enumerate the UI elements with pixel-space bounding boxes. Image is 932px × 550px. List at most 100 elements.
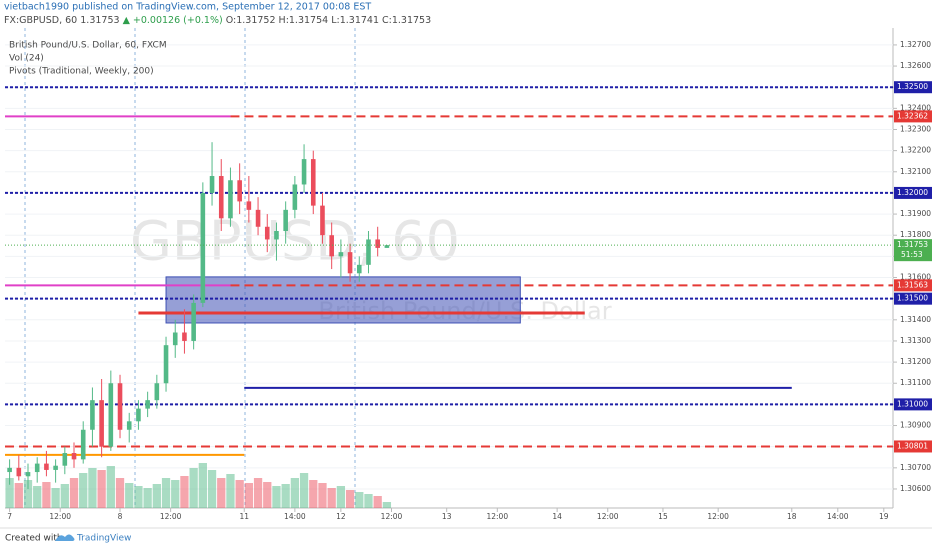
candle-body <box>237 180 242 202</box>
volume-bar <box>327 488 336 508</box>
price-tag-label: 1.32362 <box>897 111 928 120</box>
price-axis <box>893 28 932 508</box>
watermark: GBPUSD, 60 <box>130 210 460 273</box>
y-tick-label: 1.31600 <box>900 273 931 282</box>
candle-body <box>136 408 141 422</box>
candle-body <box>108 383 114 447</box>
plot <box>5 44 893 508</box>
price-tag <box>894 186 932 199</box>
candle-body <box>182 332 187 341</box>
candle-body <box>347 252 353 274</box>
volume-bar <box>281 484 290 508</box>
price-tag-label: 1.31753 <box>897 240 928 249</box>
candle-body <box>255 209 261 227</box>
volume-bar <box>152 484 161 508</box>
x-tick-label: 14:00 <box>827 512 849 521</box>
candle-body <box>80 429 86 460</box>
candle-body <box>172 332 178 346</box>
volume-bar <box>60 484 69 508</box>
price-tag-label: 1.32000 <box>897 188 928 197</box>
x-tick-label: 12:00 <box>486 512 508 521</box>
volume-bar <box>299 473 309 508</box>
volume-bar <box>161 478 171 508</box>
price-tag-label: 1.32500 <box>897 82 928 91</box>
overlay: 1.306001.307001.308001.309001.310001.311… <box>7 40 932 521</box>
volume-bar <box>189 468 198 508</box>
volume-bar <box>336 486 346 508</box>
volume-bar <box>373 496 382 508</box>
volume-bar <box>23 480 33 508</box>
price-tag <box>894 279 932 292</box>
volume-bar <box>33 486 42 508</box>
x-tick-label: 19 <box>879 512 889 521</box>
candle-body <box>25 472 31 477</box>
candle-body <box>209 176 215 193</box>
volume-bar <box>226 474 235 508</box>
candle-body <box>320 205 325 236</box>
candle-body <box>292 184 298 210</box>
candle-body <box>310 159 316 206</box>
y-tick-label: 1.32300 <box>900 124 931 133</box>
price-tag-label: 1.30801 <box>897 441 928 450</box>
volume-bar <box>207 470 217 508</box>
price-tag <box>894 239 932 262</box>
candle-body <box>246 201 252 210</box>
price-tag <box>894 110 932 123</box>
y-tick-label: 1.32700 <box>900 40 931 49</box>
volume-bar <box>290 478 300 508</box>
price-tag-label: 1.31563 <box>897 280 928 289</box>
candle-body <box>283 209 288 231</box>
x-tick-label: 8 <box>118 512 123 521</box>
last: 1.31753 <box>80 15 119 26</box>
volume-bar <box>79 473 88 508</box>
volume-bar <box>198 463 207 508</box>
volume-bar <box>364 494 373 508</box>
candle-body <box>301 159 307 185</box>
candle-body <box>191 302 196 341</box>
x-tick-label: 12:00 <box>597 512 619 521</box>
y-tick-label: 1.30900 <box>900 421 931 430</box>
candle-body <box>163 345 169 384</box>
volume-bar <box>217 478 226 508</box>
volume-bar <box>97 470 106 508</box>
price-tag-label: 1.31000 <box>897 399 928 408</box>
price-tag <box>894 292 932 305</box>
candle-body <box>34 463 40 473</box>
y-tick-label: 1.30700 <box>900 463 931 472</box>
x-tick-label: 14:00 <box>284 512 306 521</box>
x-tick-label: 18 <box>787 512 797 521</box>
header-bg <box>0 0 932 26</box>
candle-body <box>126 421 132 430</box>
volume-bar <box>143 488 152 508</box>
y-tick-label: 1.30600 <box>900 484 931 493</box>
x-tick-label: 12:00 <box>49 512 71 521</box>
x-tick-label: 15 <box>658 512 668 521</box>
x-tick-label: 13 <box>442 512 452 521</box>
y-tick-label: 1.31900 <box>900 209 931 218</box>
candle-body <box>366 239 371 265</box>
volume-bar <box>5 478 14 508</box>
volume-bar <box>382 502 392 508</box>
low: L:1.31741 <box>331 15 379 26</box>
y-tick-label: 1.31100 <box>900 378 931 387</box>
candle-body <box>264 226 270 240</box>
x-tick-label: 11 <box>239 512 249 521</box>
candle-body <box>99 400 104 447</box>
y-tick-label: 1.31200 <box>900 357 931 366</box>
volume-bar <box>115 478 125 508</box>
published: vietbach1990 published on TradingView.co… <box>4 2 371 13</box>
candle-body <box>274 230 279 240</box>
y-tick-label: 1.31300 <box>900 336 931 345</box>
candle-body <box>200 192 206 303</box>
x-tick-label: 12 <box>336 512 346 521</box>
candle-body <box>329 235 334 257</box>
footer-created: Created with <box>5 534 63 544</box>
volume-bar <box>355 492 364 508</box>
y-tick-label: 1.32100 <box>900 167 931 176</box>
volume-bar <box>235 480 244 508</box>
volume-bar <box>42 482 51 508</box>
open: O:1.31752 <box>226 15 276 26</box>
change: ▲ +0.00126 (+0.1%) <box>123 15 223 26</box>
